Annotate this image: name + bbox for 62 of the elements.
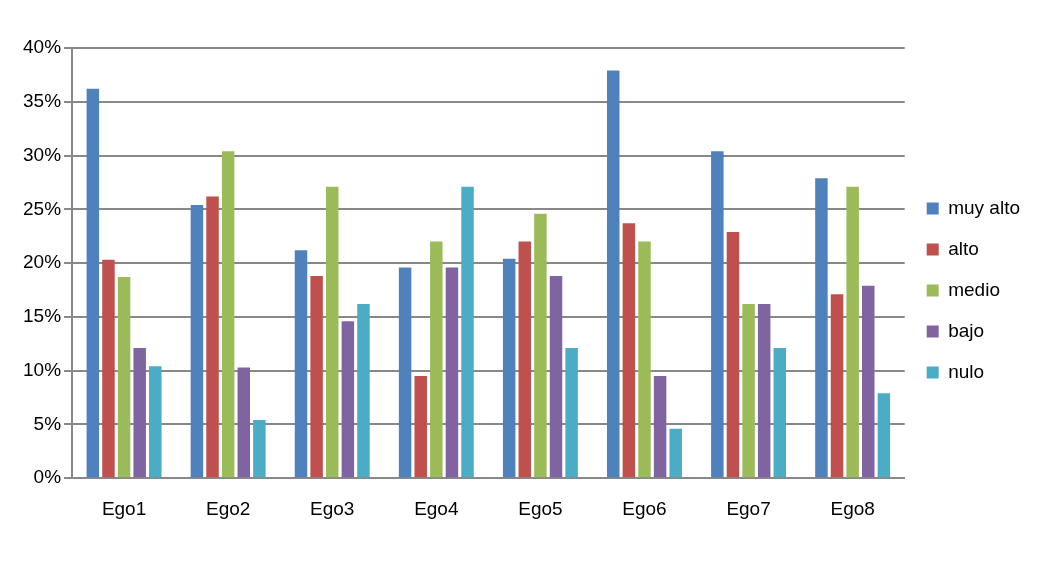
legend-label: medio: [948, 278, 1000, 300]
bar: [461, 186, 474, 478]
legend-label: alto: [948, 237, 979, 259]
x-tick-label: Ego8: [830, 497, 875, 519]
x-tick-label: Ego4: [414, 497, 459, 519]
bar: [773, 348, 787, 478]
y-tick-label: 5%: [33, 412, 62, 434]
bar: [565, 348, 578, 478]
x-tick-label: Ego5: [518, 497, 563, 519]
bar: [117, 277, 131, 478]
y-tick-label: 30%: [23, 143, 62, 165]
bar: [102, 259, 115, 478]
bar: [518, 241, 532, 478]
bar: [398, 267, 412, 478]
bar: [221, 151, 235, 478]
y-tick-label: 0%: [33, 466, 62, 488]
legend-label: nulo: [948, 360, 985, 382]
x-tick-label: Ego1: [101, 497, 147, 519]
bar: [815, 178, 828, 478]
bar: [534, 213, 547, 478]
bar: [757, 303, 771, 478]
bar: [237, 367, 251, 478]
bar: [86, 88, 100, 478]
bar: [549, 276, 563, 478]
bar: [846, 186, 859, 478]
y-tick-label: 40%: [23, 36, 62, 58]
bar: [149, 366, 162, 478]
bar: [742, 303, 755, 478]
bar: [414, 376, 427, 478]
bar: [607, 70, 620, 478]
x-tick-label: Ego2: [205, 497, 251, 519]
y-tick-label: 15%: [23, 305, 62, 327]
bar: [310, 276, 323, 478]
bar: [206, 196, 219, 478]
bar: [325, 186, 339, 478]
bar: [133, 348, 146, 478]
y-tick-label: 25%: [23, 197, 62, 219]
x-tick-label: Ego6: [622, 497, 667, 519]
bar: [726, 231, 740, 478]
x-tick-label: Ego3: [310, 497, 355, 519]
bar: [653, 376, 667, 478]
bar: [190, 205, 204, 478]
bar: [502, 258, 516, 478]
y-tick-label: 20%: [23, 251, 62, 273]
bar: [294, 250, 308, 478]
bar: [711, 151, 724, 478]
bar: [357, 303, 370, 478]
bar: [253, 420, 266, 478]
bar: [341, 321, 355, 478]
bar: [669, 428, 682, 478]
legend-label: bajo: [948, 319, 985, 341]
legend-label: muy alto: [948, 196, 1021, 218]
bar: [445, 267, 459, 478]
bar: [638, 241, 651, 478]
y-tick-label: 10%: [23, 358, 62, 380]
x-tick-label: Ego7: [726, 497, 771, 519]
bar: [622, 223, 636, 478]
bar: [877, 393, 891, 478]
bar: [862, 285, 875, 478]
y-tick-label: 35%: [23, 90, 62, 112]
bar: [430, 241, 443, 478]
bar: [830, 294, 844, 478]
